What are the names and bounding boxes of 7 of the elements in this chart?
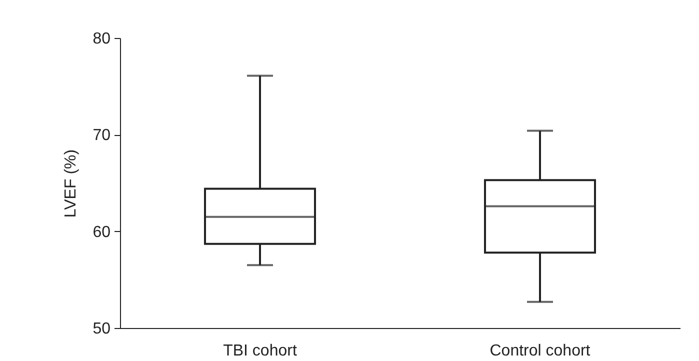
y-tick-label: 70 [92,127,111,144]
x-tick-label: Control cohort [490,342,591,360]
y-tick-label: 80 [92,30,111,48]
x-tick-label: TBI cohort [223,342,298,360]
y-tick-label: 60 [92,224,111,241]
y-tick-label: 50 [92,320,111,338]
y-axis-title: LVEF (%) [62,149,80,218]
